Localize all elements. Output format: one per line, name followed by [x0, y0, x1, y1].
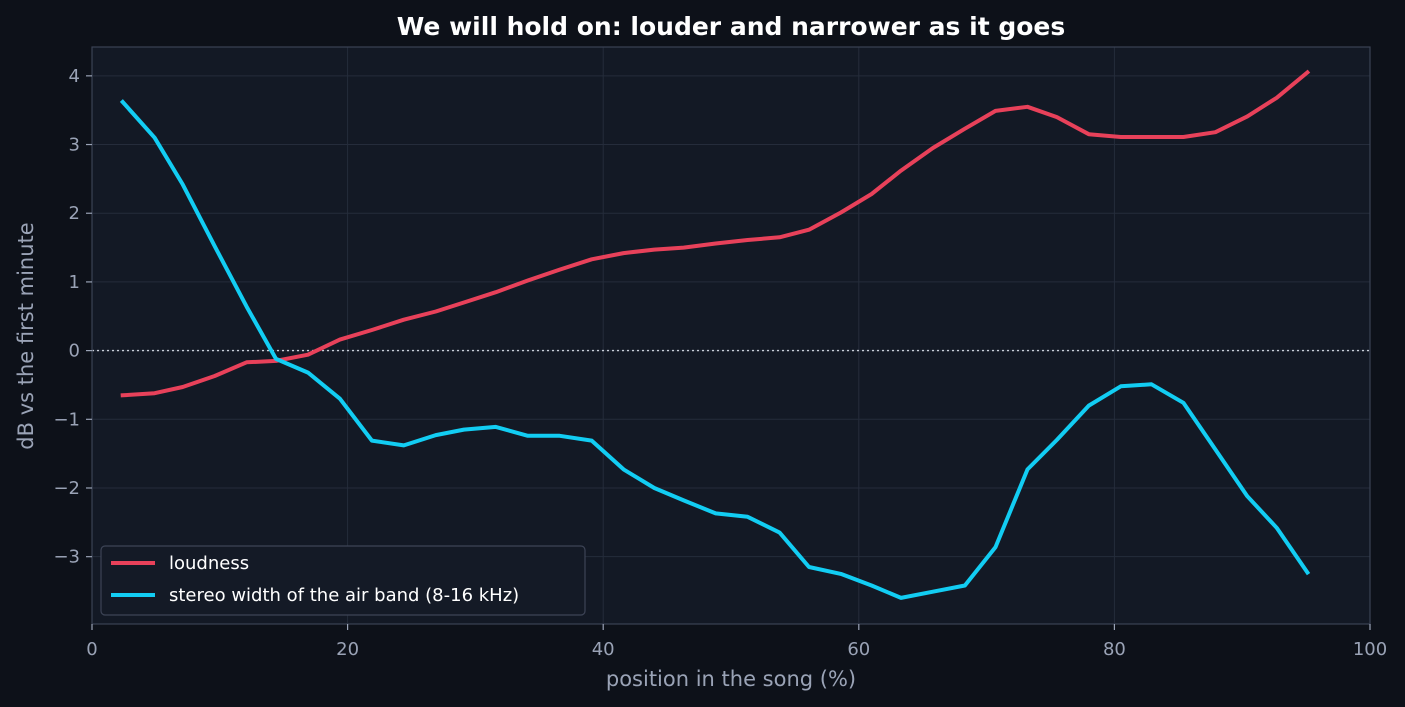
y-axis-label: dB vs the first minute — [14, 222, 38, 449]
x-tick-label-4: 80 — [1103, 639, 1126, 660]
y-tick-label-0: −3 — [53, 547, 80, 568]
y-tick-label-2: −1 — [53, 409, 80, 430]
y-tick-label-5: 2 — [69, 203, 80, 224]
axes: 0 20 40 60 80 100 −3 −2 −1 0 1 2 3 4 — [53, 46, 1387, 660]
x-tick-label-2: 40 — [592, 639, 615, 660]
y-tick-label-6: 3 — [69, 135, 80, 156]
legend-label-1: stereo width of the air band (8-16 kHz) — [169, 585, 519, 606]
x-axis-label: position in the song (%) — [606, 667, 856, 691]
legend-box — [100, 545, 586, 616]
y-tick-label-3: 0 — [69, 341, 80, 362]
y-tick-label-1: −2 — [53, 478, 80, 499]
legend: loudness stereo width of the air band (8-… — [100, 545, 586, 616]
chart-title: We will hold on: louder and narrower as … — [397, 12, 1066, 41]
y-tick-label-4: 1 — [69, 272, 80, 293]
series-group — [119, 69, 1311, 600]
legend-label-0: loudness — [169, 553, 249, 574]
x-tick-label-1: 20 — [336, 639, 359, 660]
plot-area — [92, 47, 1370, 624]
x-tick-label-3: 60 — [847, 639, 870, 660]
series-line-1 — [119, 99, 1311, 600]
plot-frame — [91, 46, 1371, 625]
x-tick-label-0: 0 — [86, 639, 97, 660]
series-line-0 — [120, 69, 1311, 398]
x-tick-label-5: 100 — [1353, 639, 1387, 660]
y-tick-label-7: 4 — [69, 66, 80, 87]
